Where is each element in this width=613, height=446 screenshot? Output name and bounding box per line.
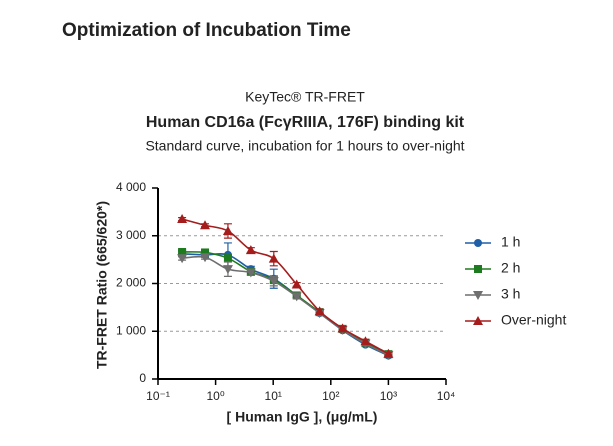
chart-subtitle: Human CD16a (FcγRIIIA, 176F) binding kit (146, 114, 465, 131)
legend-label: 3 h (501, 286, 520, 302)
legend-label: 2 h (501, 260, 520, 276)
marker (245, 245, 256, 255)
marker (337, 323, 348, 333)
marker (222, 225, 233, 235)
marker (383, 348, 394, 358)
marker (201, 248, 210, 257)
marker (474, 239, 482, 247)
marker (222, 265, 233, 275)
marker (223, 254, 232, 263)
series-line (182, 251, 389, 355)
marker (200, 253, 211, 263)
y-tick-label: 1 000 (116, 323, 146, 337)
x-tick-label: 10¹ (265, 389, 282, 403)
chart-title: KeyTec® TR-FRET (245, 89, 365, 105)
series-line (182, 255, 389, 356)
marker (360, 336, 371, 346)
x-tick-label: 10³ (380, 389, 397, 403)
marker (474, 265, 482, 273)
marker (291, 292, 302, 302)
y-tick-label: 0 (139, 371, 146, 385)
marker (473, 316, 483, 325)
marker (177, 214, 188, 224)
chart-caption: Standard curve, incubation for 1 hours t… (145, 138, 464, 154)
marker (473, 291, 483, 300)
marker (245, 268, 256, 278)
page-heading: Optimization of Incubation Time (62, 20, 351, 41)
marker (200, 220, 211, 230)
marker (178, 247, 187, 256)
y-tick-label: 2 000 (116, 276, 146, 290)
marker (314, 306, 325, 316)
series-line (182, 253, 389, 357)
x-tick-label: 10⁰ (207, 389, 225, 403)
series-line (181, 218, 389, 355)
x-tick-label: 10⁻¹ (146, 389, 170, 403)
marker (268, 253, 279, 263)
x-tick-label: 10² (322, 389, 339, 403)
y-axis-label: TR-FRET Ratio (665/620*) (94, 201, 110, 369)
x-tick-label: 10⁴ (437, 389, 456, 403)
y-tick-label: 4 000 (116, 180, 146, 194)
marker (291, 279, 302, 289)
legend-label: 1 h (501, 234, 520, 250)
legend-label: Over-night (501, 312, 566, 328)
marker (268, 277, 279, 287)
y-tick-label: 3 000 (116, 228, 146, 242)
marker (177, 254, 188, 264)
x-axis-label: [ Human IgG ], (μg/mL) (227, 409, 378, 425)
